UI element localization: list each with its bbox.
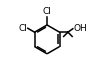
Text: Cl: Cl [19,24,27,33]
Text: OH: OH [73,24,87,33]
Text: Cl: Cl [43,7,51,16]
